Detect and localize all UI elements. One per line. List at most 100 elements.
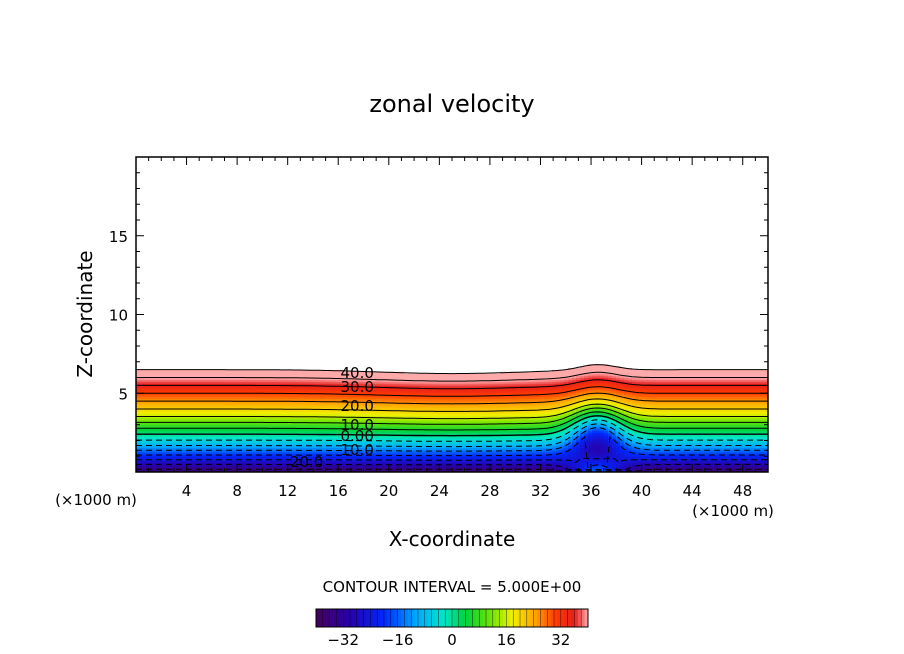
contour-cell	[168, 439, 173, 443]
contour-cell	[232, 394, 237, 397]
contour-cell	[364, 437, 369, 441]
contour-cell	[244, 411, 249, 415]
contour-cell	[424, 432, 429, 435]
contour-cell	[428, 415, 433, 418]
contour-cell	[380, 386, 385, 390]
contour-cell	[340, 447, 345, 450]
contour-cell	[308, 422, 313, 426]
contour-cell	[248, 390, 253, 394]
contour-cell	[344, 443, 349, 447]
contour-cell	[336, 443, 341, 447]
contour-cell	[504, 396, 509, 399]
contour-cell	[168, 398, 173, 401]
contour-cell	[472, 413, 477, 416]
contour-cell	[324, 398, 329, 401]
contour-cell	[408, 373, 413, 377]
contour-cell	[216, 454, 221, 458]
contour-cell	[200, 445, 205, 449]
contour-cell	[192, 422, 197, 426]
contour-cell	[448, 396, 453, 399]
contour-cell	[228, 386, 233, 390]
contour-cell	[220, 392, 225, 396]
contour-cell	[176, 377, 181, 380]
contour-cell	[152, 375, 157, 379]
contour-cell	[272, 430, 277, 433]
contour-cell	[220, 385, 225, 388]
contour-cell	[352, 402, 357, 405]
contour-cell	[400, 460, 405, 464]
contour-cell	[316, 422, 321, 426]
contour-cell	[488, 400, 493, 403]
contour-cell	[208, 375, 213, 379]
contour-cell	[160, 439, 165, 443]
contour-cell	[280, 470, 285, 472]
contour-cell	[436, 460, 441, 464]
contour-cell	[416, 419, 421, 422]
contour-cell	[508, 424, 513, 428]
contour-cell	[380, 437, 385, 441]
contour-cell	[320, 411, 325, 415]
contour-cell	[260, 369, 265, 373]
contour-cell	[176, 419, 181, 422]
contour-cell	[460, 396, 465, 399]
contour-cell	[304, 441, 309, 445]
contour-cell	[184, 447, 189, 450]
contour-cell	[188, 379, 193, 382]
contour-cell	[172, 447, 177, 450]
contour-cell	[212, 417, 217, 420]
contour-cell	[352, 426, 357, 430]
contour-cell	[424, 407, 429, 411]
contour-cell	[504, 430, 509, 433]
contour-cell	[396, 377, 401, 380]
contour-cell	[304, 383, 309, 386]
contour-cell	[324, 441, 329, 445]
contour-cell	[492, 462, 497, 466]
contour-cell	[168, 390, 173, 394]
contour-cell	[400, 400, 405, 403]
contour-cell	[160, 413, 165, 416]
contour-cell	[144, 439, 149, 443]
contour-cell	[240, 436, 245, 439]
contour-cell	[236, 375, 241, 379]
contour-cell	[496, 464, 501, 467]
contour-cell	[240, 434, 245, 437]
contour-cell	[188, 470, 193, 472]
contour-cell	[476, 454, 481, 458]
contour-cell	[448, 462, 453, 466]
contour-cell	[504, 426, 509, 430]
contour-cell	[504, 470, 509, 472]
contour-cell	[156, 441, 161, 445]
contour-cell	[152, 381, 157, 384]
contour-cell	[400, 390, 405, 394]
contour-cell	[144, 428, 149, 432]
contour-cell	[384, 436, 389, 439]
contour-cell	[320, 420, 325, 424]
contour-cell	[448, 386, 453, 390]
contour-cell	[168, 403, 173, 407]
contour-cell	[488, 432, 493, 435]
contour-cell	[292, 379, 297, 382]
contour-cell	[396, 451, 401, 454]
contour-cell	[136, 375, 141, 379]
contour-cell	[160, 377, 165, 380]
contour-cell	[456, 436, 461, 439]
contour-cell	[412, 396, 417, 399]
contour-cell	[496, 420, 501, 424]
contour-cell	[248, 394, 253, 397]
contour-cell	[268, 390, 273, 394]
contour-cell	[220, 409, 225, 413]
contour-cell	[384, 426, 389, 430]
contour-cell	[388, 451, 393, 454]
contour-cell	[208, 454, 213, 458]
contour-cell	[144, 454, 149, 458]
contour-cell	[464, 388, 469, 392]
contour-cell	[272, 413, 277, 416]
contour-cell	[448, 403, 453, 407]
contour-cell	[420, 454, 425, 458]
contour-cell	[336, 394, 341, 397]
contour-cell	[232, 383, 237, 386]
contour-cell	[240, 371, 245, 375]
contour-cell	[480, 443, 485, 447]
contour-cell	[440, 447, 445, 450]
contour-cell	[244, 369, 249, 373]
